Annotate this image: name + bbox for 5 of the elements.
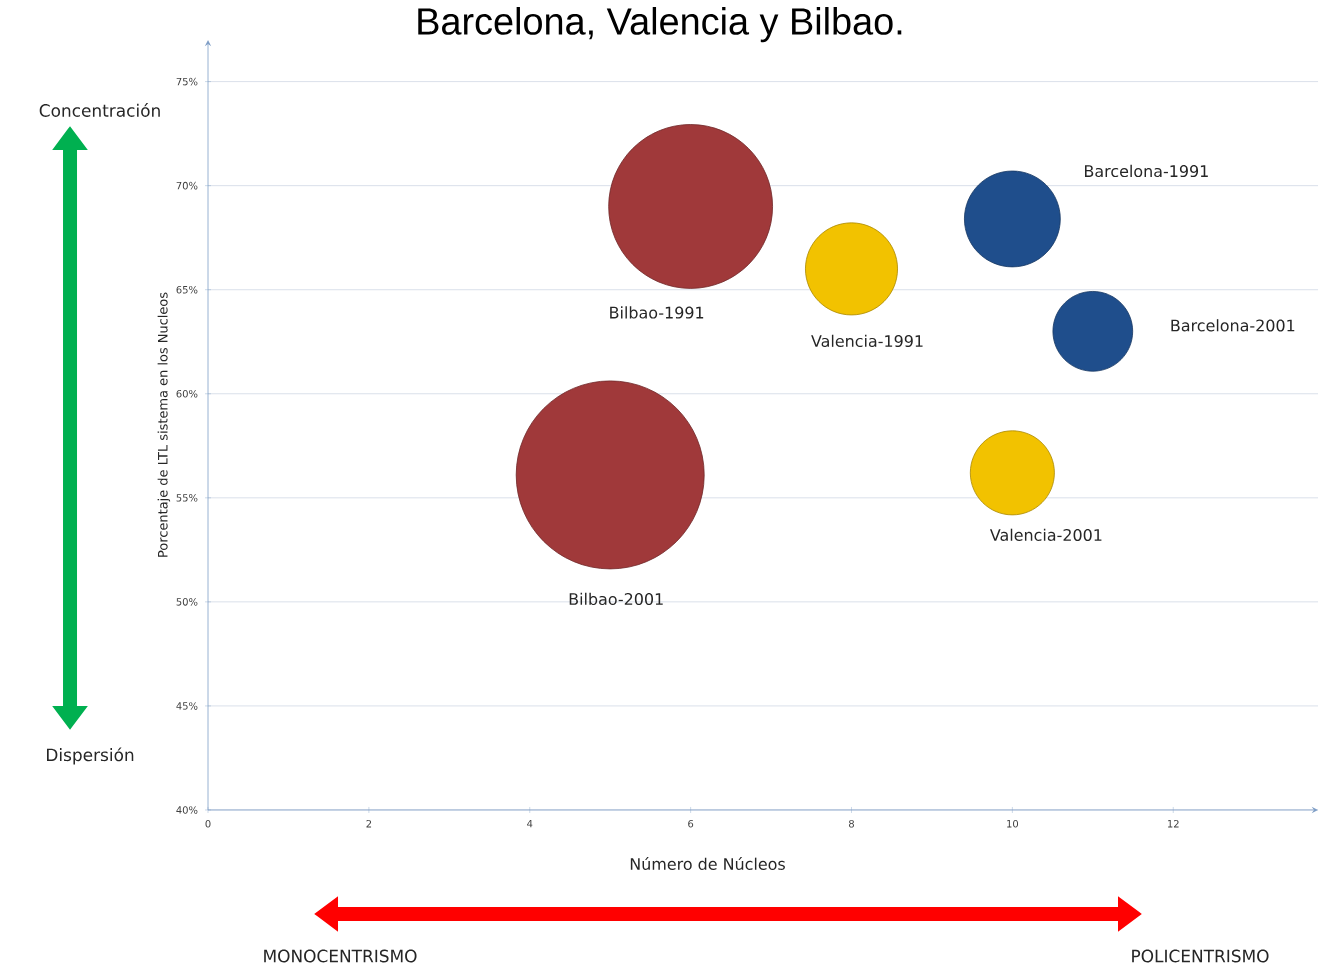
chart-title: Barcelona, Valencia y Bilbao. — [418, 7, 902, 43]
text: POLICENTRISMO — [1132, 949, 1269, 963]
text: MONOCENTRISMO — [264, 949, 417, 963]
text: Dispersión — [47, 747, 134, 765]
text: Concentración — [39, 103, 160, 117]
